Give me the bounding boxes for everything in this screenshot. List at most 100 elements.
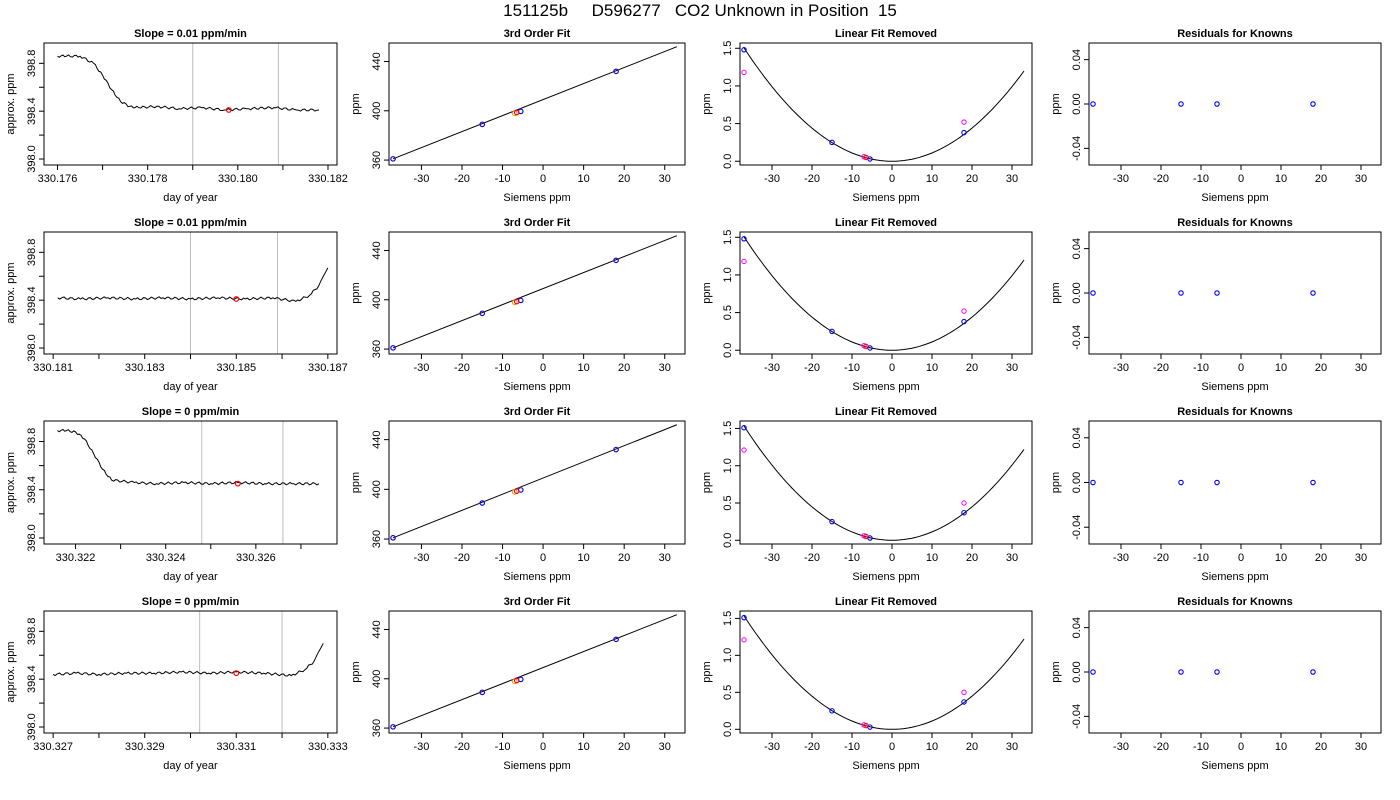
x-tick-label: 10 [578, 362, 590, 374]
x-tick-label: 20 [1315, 362, 1327, 374]
fit-curve [743, 425, 1025, 541]
y-axis: 0.0 0.5 1.0 1.5 [722, 41, 740, 169]
y-axis: 0.0 0.5 1.0 1.5 [722, 611, 740, 737]
plot-area [57, 232, 329, 354]
data-point-blue [1178, 479, 1184, 486]
y-tick-label: 440 [371, 241, 383, 259]
x-axis-label: day of year [163, 760, 218, 772]
y-tick-label: 398.0 [26, 713, 38, 741]
y-tick-label: -0.04 [1071, 515, 1083, 540]
x-axis-label: Siemens ppm [852, 381, 919, 393]
y-axis: 398.0 398.4 398.8 [26, 50, 44, 173]
x-tick-label: 10 [926, 741, 938, 753]
panel-2-3: Linear Fit Removed -30 -20 -10 0 10 20 30 Siemen… [701, 217, 1033, 393]
data-point-red [863, 343, 869, 350]
data-point-blue [479, 310, 486, 317]
data-point-red [863, 722, 869, 729]
x-tick-label: 30 [1006, 741, 1018, 753]
y-tick-label: 0.5 [722, 495, 734, 510]
fit-curve [743, 236, 1025, 351]
panel-2-4: Residuals for Knowns -30 -20 -10 0 10 20 30 Siem… [1050, 217, 1382, 393]
data-point-blue [1310, 101, 1316, 107]
x-tick-label: 330.333 [308, 741, 348, 753]
fit-curve [743, 47, 1025, 162]
data-point-blue [1214, 290, 1220, 296]
y-axis-label: ppm [701, 661, 713, 682]
data-point-blue [961, 699, 967, 705]
x-tick-label: 330.329 [125, 741, 165, 753]
x-tick-label: -30 [764, 173, 780, 185]
x-axis-label: Siemens ppm [503, 760, 570, 772]
fit-line [392, 46, 678, 160]
x-tick-label: 0 [540, 741, 546, 753]
data-point-magenta [741, 258, 747, 265]
x-tick-label: 330.176 [38, 173, 78, 185]
x-tick-label: -10 [495, 552, 511, 564]
x-tick-label: -20 [1153, 362, 1169, 374]
data-point-magenta [961, 308, 967, 314]
data-point-magenta [961, 500, 967, 506]
x-tick-label: 30 [1006, 362, 1018, 374]
x-axis-label: day of year [163, 381, 218, 393]
y-tick-label: 360 [371, 340, 383, 358]
panel-frame [43, 610, 338, 734]
x-tick-label: 0 [889, 741, 895, 753]
y-tick-label: 398.0 [26, 334, 38, 362]
panel-frame [739, 42, 1033, 166]
plot-area [1090, 479, 1316, 486]
data-point-blue [1090, 479, 1096, 486]
y-tick-label: 1.0 [722, 458, 734, 473]
highlight-point [233, 296, 240, 302]
data-point-blue [741, 614, 747, 621]
y-tick-label: 400 [371, 670, 383, 688]
y-tick-label: 0.00 [1071, 282, 1083, 303]
y-axis-label: ppm [1050, 93, 1062, 114]
x-axis: -30 -20 -10 0 10 20 30 [764, 165, 1018, 185]
panel-title: Linear Fit Removed [835, 217, 937, 229]
x-axis: 330.181 330.183 330.185 330.187 [33, 354, 348, 374]
panel-title: Residuals for Knowns [1177, 217, 1293, 229]
y-tick-label: 1.5 [722, 41, 734, 56]
data-point-magenta [961, 689, 967, 696]
y-tick-label: 0.00 [1071, 472, 1083, 493]
panel-1-4: Residuals for Knowns -30 -20 -10 0 10 20 30 Siem… [1050, 28, 1382, 204]
x-tick-label: 0 [1238, 362, 1244, 374]
panel-frame [388, 231, 686, 355]
panel-title: Slope = 0.01 ppm/min [134, 28, 247, 40]
x-tick-label: -10 [844, 173, 860, 185]
x-tick-label: 10 [578, 173, 590, 185]
data-point-blue [1178, 101, 1184, 107]
x-tick-label: 20 [966, 741, 978, 753]
data-point-blue [479, 500, 486, 506]
y-tick-label: 398.8 [26, 50, 38, 78]
x-axis-label: Siemens ppm [852, 760, 919, 772]
data-point-blue [613, 636, 619, 643]
x-tick-label: 20 [618, 362, 630, 374]
y-axis: 0.0 0.5 1.0 1.5 [722, 421, 740, 548]
x-tick-label: 330.181 [33, 362, 73, 374]
y-axis: 0.0 0.5 1.0 1.5 [722, 230, 740, 358]
x-tick-label: 10 [926, 552, 938, 564]
x-axis: -30 -20 -10 0 10 20 30 [764, 544, 1018, 564]
y-tick-label: 0.04 [1071, 238, 1083, 259]
data-point-blue [1090, 101, 1096, 107]
y-tick-label: 1.0 [722, 78, 734, 93]
y-axis: -0.04 0.00 0.04 [1071, 49, 1089, 161]
x-tick-label: -10 [1193, 362, 1209, 374]
data-point-blue [613, 257, 619, 264]
y-tick-label: 0.00 [1071, 93, 1083, 114]
x-tick-label: 20 [1315, 173, 1327, 185]
x-tick-label: 20 [966, 173, 978, 185]
x-tick-label: 20 [618, 173, 630, 185]
x-tick-label: -30 [764, 552, 780, 564]
y-tick-label: 0.04 [1071, 617, 1083, 638]
x-tick-label: -30 [413, 741, 429, 753]
x-tick-label: -10 [1193, 173, 1209, 185]
data-point-blue [829, 708, 835, 714]
y-axis-label: ppm [350, 93, 362, 114]
x-tick-label: 10 [578, 552, 590, 564]
panel-title: Residuals for Knowns [1177, 406, 1293, 418]
panel-title: 3rd Order Fit [504, 28, 571, 40]
x-axis-label: Siemens ppm [1201, 571, 1268, 583]
panel-title: Residuals for Knowns [1177, 28, 1293, 40]
